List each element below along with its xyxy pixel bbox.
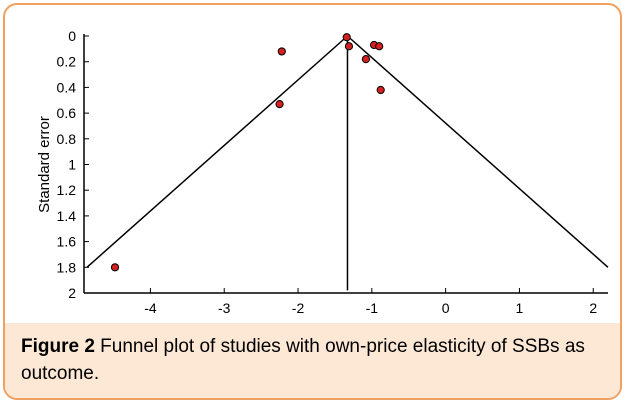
x-tick-label: -4	[144, 300, 157, 316]
y-tick-label: 1.6	[57, 234, 77, 250]
y-axis-label: Standard error	[36, 116, 53, 213]
y-tick-label: 0.2	[57, 54, 77, 70]
y-tick-label: 1.2	[57, 182, 77, 198]
funnel-plot: 0 0.2 0.4 0.6 0.8 1 1.2 1.4 1.6 1.8 2 -4 -3 -2 -1 0 1 2 ES…	[36, 28, 609, 325]
x-tick-label: -3	[218, 300, 231, 316]
data-point	[342, 33, 351, 42]
data-point	[277, 47, 286, 56]
x-tick-label: -1	[366, 300, 379, 316]
data-point	[275, 100, 284, 109]
caption-text: Funnel plot of studies with own-price el…	[21, 336, 585, 384]
y-tick-label: 1.4	[57, 208, 77, 224]
y-tick-label: 1.8	[57, 259, 77, 275]
y-tick-label: 0.4	[57, 79, 77, 95]
x-axis-label: ES	[326, 320, 346, 325]
y-tick-label: 0.8	[57, 131, 77, 147]
x-tick-label: 1	[516, 300, 524, 316]
funnel-line	[346, 35, 609, 268]
data-point	[376, 85, 385, 95]
x-tick-label: 2	[589, 300, 597, 316]
data-point	[110, 263, 120, 272]
data-point	[344, 42, 354, 51]
y-tick-label: 0	[68, 28, 76, 44]
figure-frame: 0 0.2 0.4 0.6 0.8 1 1.2 1.4 1.6 1.8 2 -4 -3 -2 -1 0 1 2 ES…	[3, 3, 622, 400]
y-tick-label: 1	[68, 157, 76, 173]
data-point	[361, 55, 371, 64]
figure-caption: Figure 2 Funnel plot of studies with own…	[5, 323, 620, 398]
figure-label: Figure 2	[21, 336, 95, 357]
y-tick-label: 2	[68, 285, 76, 301]
x-tick-label: -2	[292, 300, 305, 316]
y-tick-label: 0.6	[57, 105, 77, 121]
data-point	[375, 42, 384, 51]
x-tick-label: 0	[442, 300, 450, 316]
funnel-line	[86, 35, 348, 268]
